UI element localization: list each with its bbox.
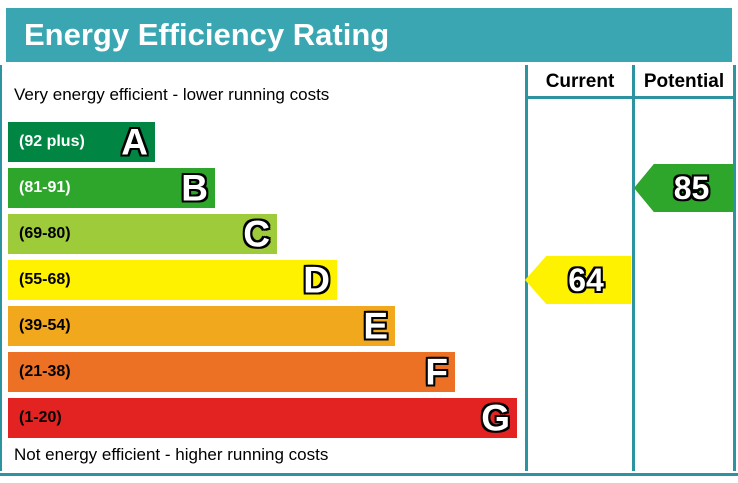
current-rating-value: 64	[568, 262, 604, 298]
table-border-left	[0, 65, 2, 471]
band-bar-b: (81-91) B	[8, 168, 215, 208]
current-rating-arrow: 64	[525, 256, 631, 304]
band-bar-a: (92 plus) A	[8, 122, 155, 162]
column-header-current: Current	[545, 71, 615, 92]
table-border-current-right	[632, 65, 635, 471]
band-bar-g: (1-20) G	[8, 398, 517, 438]
band-letter: D	[303, 259, 330, 301]
band-range-label: (39-54)	[19, 317, 71, 334]
band-range-label: (92 plus)	[19, 133, 85, 150]
top-note: Very energy efficient - lower running co…	[14, 85, 330, 104]
column-header-underline	[525, 96, 736, 99]
table-border-current-left	[525, 65, 528, 471]
band-letter: C	[243, 213, 270, 255]
band-bar-f: (21-38) F	[8, 352, 455, 392]
band-range-label: (55-68)	[19, 271, 71, 288]
potential-rating-arrow: 85	[634, 164, 733, 212]
band-letter: A	[121, 121, 148, 163]
table-border-right	[733, 65, 736, 471]
band-bar-e: (39-54) E	[8, 306, 395, 346]
band-range-label: (69-80)	[19, 225, 71, 242]
band-letter: B	[181, 167, 208, 209]
column-header-potential: Potential	[643, 71, 725, 92]
band-range-label: (81-91)	[19, 179, 71, 196]
band-bar-d: (55-68) D	[8, 260, 337, 300]
band-letter: G	[481, 397, 510, 439]
band-letter: F	[425, 351, 448, 393]
band-range-label: (1-20)	[19, 409, 62, 426]
band-bar-c: (69-80) C	[8, 214, 277, 254]
bottom-note: Not energy efficient - higher running co…	[14, 445, 329, 464]
table-border-bottom	[0, 473, 738, 476]
page-title: Energy Efficiency Rating	[24, 17, 390, 52]
potential-rating-value: 85	[673, 170, 710, 206]
band-range-label: (21-38)	[19, 363, 71, 380]
title-bar: Energy Efficiency Rating	[6, 8, 732, 62]
band-letter: E	[363, 305, 388, 347]
